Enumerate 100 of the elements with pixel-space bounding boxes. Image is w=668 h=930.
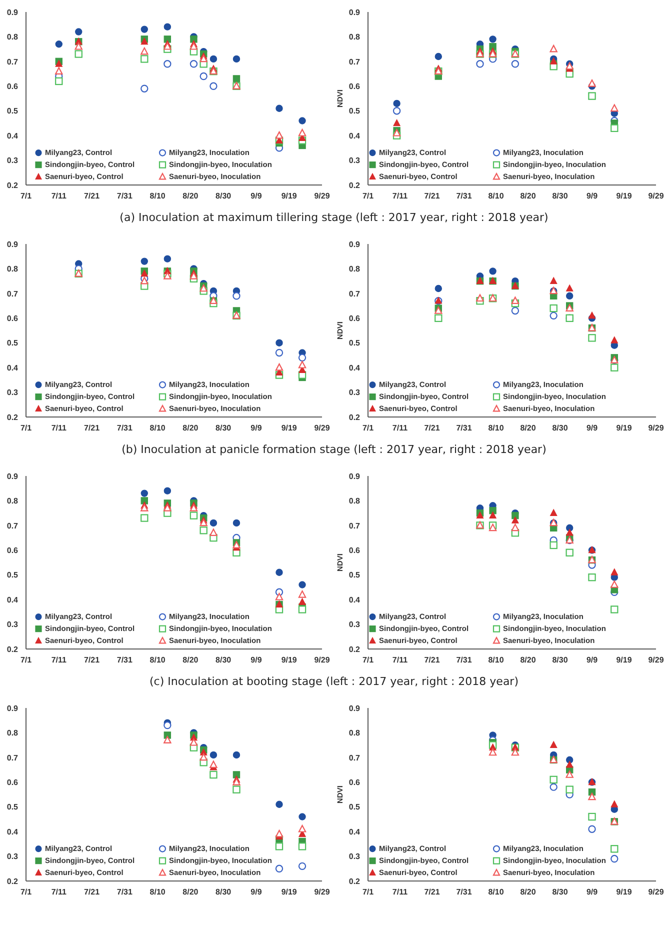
x-tick-label: 8/10 [488,424,504,433]
y-tick-label: 0.9 [6,8,19,17]
y-tick-label: 0.2 [348,180,361,190]
x-tick-label: 7/1 [362,888,374,897]
x-tick-label: 9/9 [586,192,598,201]
x-tick-label: 7/31 [116,192,133,201]
x-tick-label: 7/31 [456,424,472,433]
y-tick-label: 0.8 [348,496,361,506]
x-tick-label: 9/29 [648,888,664,897]
y-tick-label: 0.7 [6,521,19,530]
y-tick-label: 0.9 [348,8,361,17]
y-tick-label: 0.6 [6,314,19,323]
y-tick-label: 0.5 [6,338,19,348]
y-tick-label: 0.8 [348,32,361,42]
x-tick-label: 7/11 [51,424,67,433]
y-tick-label: 0.2 [348,876,361,886]
x-tick-label: 7/11 [51,888,67,897]
x-tick-label: 8/10 [150,192,166,201]
y-tick-label: 0.8 [6,32,19,42]
y-tick-label: 0.7 [6,289,19,298]
y-tick-label: 0.2 [6,644,19,654]
x-tick-label: 7/11 [51,656,67,665]
y-tick-label: 0.5 [348,106,361,116]
y-tick-label: 0.8 [348,264,361,274]
y-tick-label: 0.5 [348,338,361,348]
x-tick-label: 7/1 [20,656,32,665]
y-tick-label: 0.6 [348,82,361,91]
y-tick-label: 0.3 [6,156,19,166]
x-tick-label: 9/19 [616,888,632,897]
x-tick-label: 8/30 [216,424,232,433]
x-tick-label: 8/10 [150,424,166,433]
x-tick-label: 7/11 [392,656,408,665]
x-tick-label: 8/20 [520,424,536,433]
y-tick-label: 0.4 [348,131,361,140]
text: (b) Inoculation at panicle formation stage (left : 2017 year, right : 2018 year) [122,443,546,456]
x-tick-label: 8/20 [520,192,536,201]
y-tick-label: 0.3 [348,156,361,166]
x-tick-label: 9/29 [314,192,330,201]
x-tick-label: 8/20 [520,656,536,665]
y-tick-label: 0.7 [348,521,361,530]
y-tick-label: 0.3 [6,388,19,398]
y-tick-label: 0.9 [348,704,361,713]
x-tick-label: 8/30 [552,888,568,897]
x-tick-label: 8/20 [182,888,199,897]
y-tick-label: 0.4 [6,131,19,140]
x-tick-label: 9/9 [250,656,262,665]
x-tick-label: 7/1 [20,424,32,433]
x-tick-label: 7/11 [392,888,408,897]
x-tick-label: 8/30 [552,192,568,201]
y-tick-label: 0.9 [6,240,19,249]
y-tick-label: 0.4 [348,827,361,836]
x-tick-label: 8/10 [150,888,166,897]
x-tick-label: 9/19 [616,424,632,433]
x-tick-label: 7/31 [116,424,133,433]
x-tick-label: 7/21 [424,424,440,433]
x-tick-label: 8/30 [216,888,232,897]
y-tick-label: 0.6 [348,778,361,787]
x-tick-label: 7/31 [456,192,472,201]
y-tick-label: 0.8 [6,728,19,738]
y-tick-label: 0.2 [348,412,361,422]
x-tick-label: 9/29 [648,192,664,201]
y-tick-label: 0.5 [6,802,19,812]
y-tick-label: 0.4 [348,595,361,604]
x-tick-label: 9/19 [281,656,298,665]
x-tick-label: 9/29 [314,424,330,433]
x-tick-label: 8/30 [216,192,232,201]
x-tick-label: 7/11 [392,192,408,201]
x-tick-label: 9/9 [586,424,598,433]
y-tick-label: 0.2 [6,412,19,422]
x-tick-label: 7/31 [456,888,472,897]
y-tick-label: 0.5 [6,570,19,580]
x-tick-label: 9/19 [616,656,632,665]
y-tick-label: 0.6 [348,314,361,323]
y-tick-label: 0.3 [348,852,361,862]
y-tick-label: 0.9 [6,704,19,713]
x-tick-label: 7/11 [51,192,67,201]
y-tick-label: 0.3 [348,620,361,630]
x-tick-label: 9/9 [250,888,262,897]
y-tick-label: 0.8 [6,496,19,506]
x-tick-label: 8/20 [182,656,199,665]
x-tick-label: 7/21 [424,888,440,897]
x-tick-label: 7/1 [20,888,32,897]
x-tick-label: 7/21 [84,192,100,201]
x-tick-label: 9/9 [586,888,598,897]
x-tick-label: 7/31 [116,888,133,897]
y-tick-label: 0.5 [6,106,19,116]
x-tick-label: 8/10 [488,192,504,201]
y-tick-label: 0.9 [6,472,19,481]
x-tick-label: 8/10 [488,888,504,897]
x-tick-label: 9/19 [616,192,632,201]
y-tick-label: 0.7 [6,57,19,66]
x-tick-label: 9/19 [281,888,298,897]
y-tick-label: 0.3 [6,852,19,862]
x-tick-label: 7/21 [84,424,100,433]
y-tick-label: 0.2 [348,644,361,654]
x-tick-label: 9/29 [314,656,330,665]
y-tick-label: 0.4 [6,827,19,836]
x-tick-label: 9/19 [281,424,298,433]
y-tick-label: 0.6 [348,546,361,555]
text: (c) Inoculation at booting stage (left : 2017 year, right : 2018 year) [150,675,518,688]
